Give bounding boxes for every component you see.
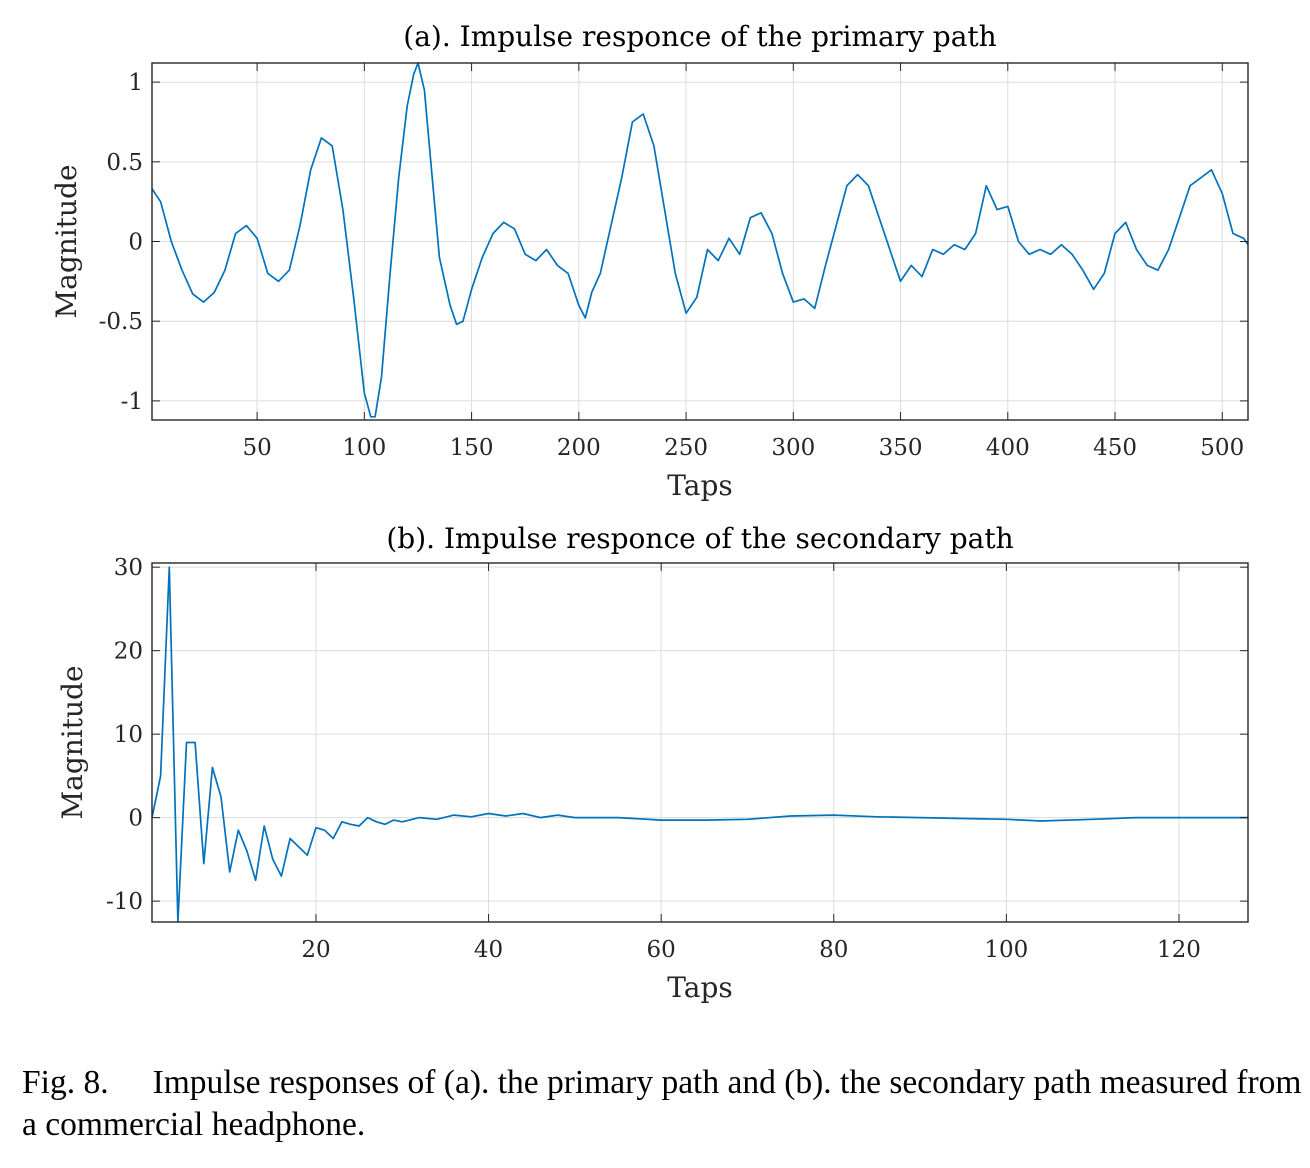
y-tick-label: 20: [114, 639, 143, 665]
y-tick-label: 1: [128, 70, 143, 96]
x-tick-label: 100: [984, 937, 1028, 963]
x-tick-label: 200: [557, 435, 601, 461]
panel-b-y-axis-label: Magnitude: [56, 665, 89, 819]
y-tick-label: 0: [128, 806, 143, 832]
x-tick-label: 60: [647, 937, 676, 963]
figure-svg: 50 100 150 200 250 300 350 400 450 500-1-0.500.51…: [50, 20, 1249, 1004]
x-tick-label: 40: [474, 937, 503, 963]
x-tick-label: 50: [242, 435, 271, 461]
caption-text: Impulse responses of (a). the primary pa…: [22, 1064, 1302, 1143]
y-tick-label: -10: [106, 889, 143, 915]
panel-b-x-axis-label: Taps: [667, 971, 733, 1004]
panel-b-grid: [152, 563, 1248, 922]
panel-a-y-axis-label: Magnitude: [50, 164, 83, 318]
x-tick-label: 100: [342, 435, 386, 461]
panel-b-axes-box: [151, 562, 1249, 923]
x-tick-label: 250: [664, 435, 708, 461]
x-tick-label: 300: [771, 435, 815, 461]
y-tick-label: -0.5: [99, 309, 143, 335]
panel-a: 50 100 150 200 250 300 350 400 450 500 -1 -0.5 0 0.5 1…: [50, 20, 1249, 502]
x-tick-label: 500: [1200, 435, 1244, 461]
y-tick-label: 0.5: [106, 150, 143, 176]
panel-a-x-axis-label: Taps: [667, 469, 733, 502]
x-tick-label: 450: [1093, 435, 1137, 461]
panel-b-series-line: [151, 566, 1248, 923]
y-tick-label: 0: [128, 230, 143, 256]
y-tick-label: 10: [114, 722, 143, 748]
panel-b: 20 40 60 80 100 120 -10 0 10 20 30 (b). Impulse res…: [56, 522, 1249, 1004]
x-tick-label: 80: [819, 937, 848, 963]
x-tick-label: 20: [301, 937, 330, 963]
x-tick-label: 120: [1157, 937, 1201, 963]
panel-b-title: (b). Impulse responce of the secondary p…: [386, 522, 1013, 555]
x-tick-label: 350: [879, 435, 923, 461]
y-tick-label: 30: [114, 555, 143, 581]
x-tick-label: 400: [986, 435, 1030, 461]
caption-label: Fig. 8.: [22, 1064, 109, 1101]
x-tick-label: 150: [450, 435, 494, 461]
y-tick-label: -1: [121, 389, 143, 415]
panel-a-series-line: [151, 62, 1249, 418]
panel-a-title: (a). Impulse responce of the primary pat…: [403, 20, 996, 53]
figure-caption: Fig. 8. Impulse responses of (a). the pri…: [22, 1062, 1302, 1146]
panel-a-grid: [152, 63, 1248, 420]
figure: 50 100 150 200 250 300 350 400 450 500 -1 -0.5 0 0.5 1…: [50, 20, 1249, 1004]
